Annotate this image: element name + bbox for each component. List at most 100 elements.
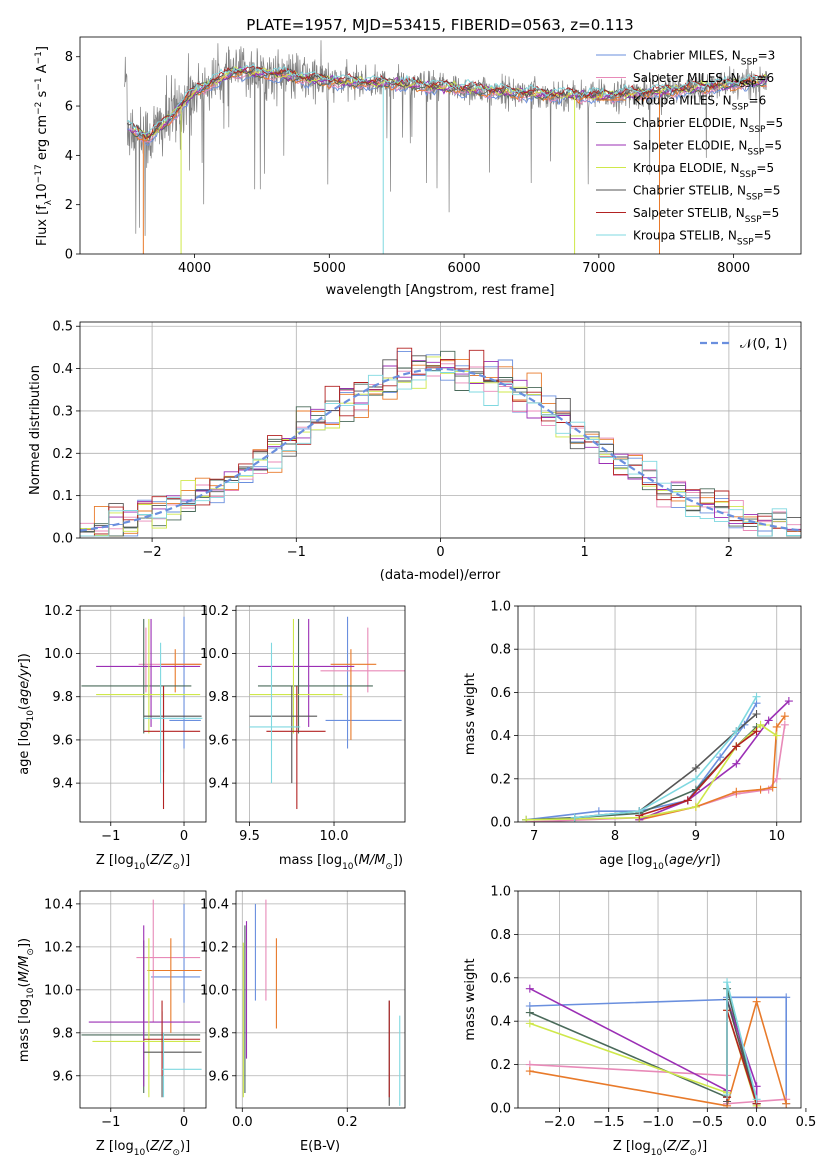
plus-marker xyxy=(780,712,789,721)
y-tick-label: 0.6 xyxy=(490,686,511,701)
plus-marker xyxy=(716,753,725,762)
plus-marker xyxy=(732,742,741,751)
mass-weight-line xyxy=(526,723,778,821)
x-tick-label: 1 xyxy=(581,545,589,560)
mass-vs-Z-frame xyxy=(79,890,207,1109)
y-tick-label: 10.2 xyxy=(44,604,73,619)
y-tick-label: 9.6 xyxy=(52,733,73,748)
plus-marker xyxy=(691,774,700,783)
label-part: SSP xyxy=(745,215,762,225)
label-part: λ xyxy=(44,199,54,205)
mass-vs-Z-axes xyxy=(76,890,207,1112)
label-part: =5 xyxy=(764,139,782,153)
label-part: A xyxy=(35,64,50,77)
label-part: ⊙ xyxy=(172,862,180,872)
x-tick-label: 9 xyxy=(692,829,700,844)
y-tick-label: 10.0 xyxy=(44,983,73,998)
x-tick-label: −1.5 xyxy=(593,1115,625,1130)
plus-marker xyxy=(732,787,741,796)
legend-label: 𝒩(0, 1) xyxy=(740,337,787,352)
y-axis-label: mass weight xyxy=(463,958,478,1040)
label-part: ]) xyxy=(393,853,403,868)
label-part: =5 xyxy=(762,206,780,220)
label-part: M/M xyxy=(17,956,32,983)
y-tick-label: 9.6 xyxy=(208,733,229,748)
label-part: mass [log xyxy=(279,853,342,868)
x-axis-label: mass [log10(M/M⊙]) xyxy=(279,853,403,872)
plus-marker xyxy=(594,807,603,816)
cumulative-mass-vs-age-frame xyxy=(517,605,802,823)
plus-marker xyxy=(723,1090,732,1099)
y-tick-label: 9.6 xyxy=(52,1069,73,1084)
label-part: =6 xyxy=(756,71,774,85)
plus-marker xyxy=(752,692,761,701)
label-part: age/yr xyxy=(669,853,712,868)
label-part: ]) xyxy=(711,853,721,868)
y-tick-label: 0 xyxy=(65,248,73,263)
y-tick-label: 0.5 xyxy=(52,320,73,335)
label-part: SSP xyxy=(746,193,763,203)
mass-weight-line xyxy=(639,730,757,817)
label-part: =6 xyxy=(749,94,767,108)
label-part: 10 xyxy=(134,1148,146,1158)
age-vs-Z-axes xyxy=(76,605,207,826)
x-tick-label: −1 xyxy=(287,545,306,560)
x-tick-label: 8000 xyxy=(717,261,750,276)
x-tick-label: 4000 xyxy=(178,261,211,276)
x-tick-label: 9.5 xyxy=(239,829,260,844)
label-part: ]) xyxy=(17,938,32,948)
y-tick-label: 4 xyxy=(65,149,73,164)
x-tick-label: 2 xyxy=(725,545,733,560)
label-part: s xyxy=(35,90,50,101)
label-part: −17 xyxy=(34,164,44,183)
label-part: SSP xyxy=(737,238,754,248)
legend-label: Salpeter MILES, NSSP=6 xyxy=(633,71,774,90)
label-part: age/yr xyxy=(17,662,32,705)
plus-marker xyxy=(525,1019,534,1028)
x-tick-label: −2.0 xyxy=(544,1115,576,1130)
label-part: −2 xyxy=(34,102,44,115)
y-tick-label: 1.0 xyxy=(490,600,511,615)
label-part: Z [log xyxy=(96,1139,134,1154)
residuals-plot xyxy=(80,322,801,538)
x-tick-label: −1.0 xyxy=(642,1115,674,1130)
x-axis-label: Z [log10(Z/Z⊙)] xyxy=(96,853,190,872)
legend-label: Chabrier MILES, NSSP=3 xyxy=(633,49,775,68)
y-axis-label: age [log10(age/yr]) xyxy=(17,653,36,775)
plus-marker xyxy=(784,697,793,706)
x-tick-label: 10.0 xyxy=(320,829,349,844)
label-part: age [log xyxy=(599,853,652,868)
y-tick-label: 9.4 xyxy=(208,777,229,792)
x-tick-label: 0.0 xyxy=(232,1115,253,1130)
label-part: 10 xyxy=(26,987,36,999)
label-part: ( xyxy=(145,853,150,868)
label-part: SSP xyxy=(741,58,758,68)
mass-vs-EBV-axes xyxy=(232,890,406,1112)
y-tick-label: 0.6 xyxy=(490,971,511,986)
plus-marker xyxy=(525,1008,534,1017)
spectrum-axes xyxy=(76,36,802,258)
x-tick-label: 0.0 xyxy=(746,1115,767,1130)
plus-marker xyxy=(525,1067,534,1076)
y-axis-label: Flux [fλ10−17 erg cm−2 s−1 A−1] xyxy=(34,46,54,246)
cumulative-mass-vs-age-plot xyxy=(518,606,801,822)
plus-marker xyxy=(522,815,531,822)
spectrum-plot xyxy=(124,40,768,254)
cumulative-mass-vs-Z-axes xyxy=(514,890,807,1112)
plus-marker xyxy=(752,1095,761,1104)
label-part: 10 xyxy=(35,183,50,200)
plus-marker xyxy=(782,993,791,1002)
cumulative-mass-vs-age-axes xyxy=(514,605,802,826)
y-tick-label: 0.0 xyxy=(52,532,73,547)
plus-marker xyxy=(691,802,700,811)
model-line-kroupa-miles xyxy=(132,68,767,142)
label-part: ( xyxy=(17,705,32,710)
plus-marker xyxy=(691,764,700,772)
label-part: −1 xyxy=(34,51,44,64)
label-part: 10 xyxy=(652,862,664,872)
y-tick-label: 9.8 xyxy=(52,690,73,705)
y-axis-label: mass [log10(M/M⊙]) xyxy=(17,938,36,1062)
mass-weight-line xyxy=(529,987,758,1108)
x-tick-label: 7000 xyxy=(582,261,615,276)
